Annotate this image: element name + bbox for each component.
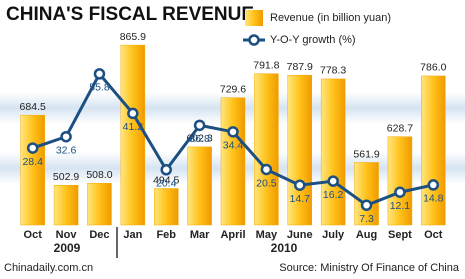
growth-value-label: 34.4 bbox=[223, 140, 244, 152]
x-tick-label: July bbox=[322, 229, 345, 241]
bar-value-label: 791.8 bbox=[253, 59, 279, 71]
x-tick-label: Feb bbox=[156, 229, 176, 241]
bar-value-label: 684.5 bbox=[20, 101, 46, 113]
year-label: 2009 bbox=[54, 241, 81, 255]
growth-marker bbox=[93, 68, 106, 80]
bar-value-label: 561.9 bbox=[353, 148, 379, 160]
bar bbox=[320, 78, 346, 226]
growth-value-label: 12.1 bbox=[390, 200, 411, 212]
growth-value-label: 41.2 bbox=[123, 121, 144, 133]
bar bbox=[254, 73, 279, 226]
x-tick-label: Dec bbox=[89, 229, 109, 241]
growth-value-label: 14.8 bbox=[423, 193, 444, 205]
legend-label: Y-O-Y growth (%) bbox=[270, 34, 356, 46]
bar bbox=[387, 136, 413, 226]
x-tick-label: Oct bbox=[24, 229, 43, 241]
growth-value-label: 20.4 bbox=[156, 178, 177, 190]
growth-value-label: 14.7 bbox=[290, 193, 311, 205]
x-tick-label: June bbox=[287, 229, 313, 241]
growth-marker bbox=[294, 179, 306, 191]
growth-marker bbox=[327, 175, 339, 187]
growth-marker bbox=[193, 119, 206, 132]
bar bbox=[20, 114, 45, 226]
growth-value-label: 20.5 bbox=[256, 177, 277, 189]
growth-value-label: 36.8 bbox=[189, 133, 210, 145]
source: Source: Ministry Of Finance of China bbox=[279, 262, 460, 274]
x-tick-label: Nov bbox=[56, 229, 78, 241]
growth-marker bbox=[427, 179, 440, 191]
bar bbox=[187, 146, 212, 226]
growth-marker bbox=[26, 142, 39, 154]
chart-title: CHINA'S FISCAL REVENUE bbox=[6, 4, 254, 25]
bar-value-label: 786.0 bbox=[420, 62, 446, 74]
growth-marker bbox=[127, 107, 139, 120]
bar-value-label: 494.5 bbox=[153, 174, 179, 186]
growth-value-label: 28.4 bbox=[22, 156, 43, 168]
growth-value-label: 16.2 bbox=[323, 189, 344, 201]
x-tick-label: Aug bbox=[356, 229, 377, 241]
x-tick-label: May bbox=[256, 229, 278, 241]
growth-marker bbox=[227, 126, 239, 138]
x-tick-label: April bbox=[220, 229, 245, 241]
legend-marker bbox=[248, 34, 260, 46]
bar-value-label: 628.7 bbox=[387, 122, 413, 134]
x-tick-label: Oct bbox=[424, 229, 443, 241]
growth-marker bbox=[260, 163, 273, 176]
bar-value-label: 508.0 bbox=[86, 169, 112, 181]
bar bbox=[53, 185, 79, 226]
bar bbox=[354, 162, 379, 226]
x-tick-label: Mar bbox=[190, 229, 210, 241]
bar bbox=[220, 97, 246, 226]
bar-value-label: 787.9 bbox=[287, 61, 313, 73]
bar-value-label: 865.9 bbox=[120, 31, 146, 43]
bar bbox=[421, 75, 446, 226]
bar bbox=[120, 44, 146, 226]
growth-value-label: 55.8 bbox=[89, 82, 110, 94]
legend-swatch bbox=[245, 10, 263, 26]
growth-marker bbox=[160, 164, 172, 176]
footer: Chinadaily.com.cn bbox=[4, 262, 93, 274]
x-tick-label: Jan bbox=[123, 229, 142, 241]
bar-value-label: 778.3 bbox=[320, 65, 346, 77]
bar bbox=[87, 183, 112, 226]
x-tick-label: Sept bbox=[388, 229, 412, 241]
legend-label: Revenue (in billion yuan) bbox=[270, 12, 391, 24]
bar bbox=[287, 74, 313, 226]
growth-marker bbox=[60, 130, 72, 143]
year-label: 2010 bbox=[271, 241, 298, 255]
growth-marker bbox=[360, 199, 373, 211]
bar-value-label: 729.6 bbox=[220, 84, 246, 96]
growth-marker bbox=[394, 186, 406, 198]
bar-value-label: 502.9 bbox=[53, 171, 79, 183]
bar bbox=[153, 188, 179, 226]
growth-value-label: 7.3 bbox=[359, 213, 374, 225]
growth-value-label: 32.6 bbox=[56, 144, 77, 156]
